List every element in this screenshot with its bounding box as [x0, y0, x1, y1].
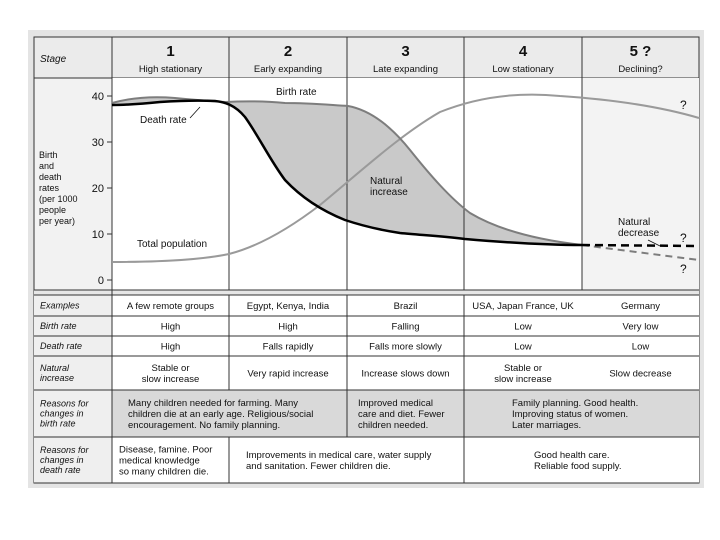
table-row — [112, 316, 699, 336]
y-tick-label: 20 — [92, 183, 104, 195]
natural-decrease-label: Natural decrease — [618, 217, 660, 239]
table-cell: High — [278, 321, 298, 332]
table-cell: Slow decrease — [609, 368, 671, 379]
death-rate-label: Death rate — [140, 115, 187, 126]
table-row-label-cell — [34, 336, 112, 356]
table-cell: Low — [632, 341, 650, 352]
question-mark-birth: ? — [680, 262, 687, 276]
row-label: Examples — [40, 301, 80, 311]
row-label: Reasons for changes in birth rate — [40, 399, 90, 429]
y-tick-label: 0 — [98, 275, 104, 287]
row-label: Reasons for changes in death rate — [40, 445, 90, 475]
reasons-birth-stage-4-5: Family planning. Good health. Improving s… — [512, 398, 638, 431]
stage-3-name: Late expanding — [373, 64, 438, 75]
table-cell: Increase slows down — [361, 368, 449, 379]
table-row-label-cell — [34, 390, 112, 437]
row-label: Death rate — [40, 341, 82, 351]
death-rate-line — [111, 99, 583, 247]
table-row-label-cell — [34, 295, 112, 316]
table-row — [112, 356, 699, 390]
reasons-birth-stage-1-2: Many children needed for farming. Many ch… — [128, 398, 313, 431]
birth-rate-line — [111, 96, 583, 246]
question-mark-death: ? — [680, 231, 687, 245]
table-row-label-cell — [34, 316, 112, 336]
table-cell: Falls more slowly — [369, 341, 442, 352]
birth-rate-label: Birth rate — [276, 87, 317, 98]
table-cell: High — [161, 321, 181, 332]
table-cell: Very low — [623, 321, 659, 332]
natural-increase-label: Natural increase — [370, 176, 408, 198]
table-row-label-cell — [34, 356, 112, 390]
stage-1-number: 1 — [166, 43, 174, 60]
row-label: Natural increase — [40, 363, 74, 383]
y-tick-label: 30 — [92, 137, 104, 149]
table-cell: USA, Japan France, UK — [472, 301, 574, 312]
stage-3-number: 3 — [401, 43, 409, 60]
table-row — [112, 437, 699, 483]
table-cell: Falls rapidly — [263, 341, 314, 352]
stage-4-number: 4 — [519, 43, 528, 60]
reasons-death-stage-2-3: Improvements in medical care, water supp… — [246, 450, 432, 472]
table-row — [112, 390, 699, 437]
stage-4-name: Low stationary — [492, 64, 554, 75]
reasons-birth-stage-3: Improved medical care and diet. Fewer chil… — [358, 398, 445, 431]
death-rate-projection — [581, 243, 700, 248]
table-cell: Stable or slow increase — [142, 363, 200, 385]
table-cell: High — [161, 341, 181, 352]
table-cell: Low — [514, 321, 532, 332]
stage-2-name: Early expanding — [254, 64, 322, 75]
table-row — [112, 336, 699, 356]
table-row — [112, 295, 699, 316]
graph: 40 30 20 10 0 Birth and death rates (per 100… — [39, 37, 700, 483]
stage-2-number: 2 — [284, 43, 292, 60]
stage-5-name: Declining? — [618, 64, 662, 75]
stage-header-row: Stage 1 High stationary 2 Early expanding 3 L… — [33, 36, 700, 79]
table-cell: Germany — [621, 301, 660, 312]
stage-1-name: High stationary — [139, 64, 203, 75]
table-cell: Brazil — [394, 301, 418, 312]
y-tick-label: 40 — [92, 91, 104, 103]
y-tick-label: 10 — [92, 229, 104, 241]
data-table: Examples A few remote groups Egypt, Kenya,… — [34, 289, 699, 484]
total-population-line — [111, 93, 700, 263]
stage-5-number: 5 ? — [630, 43, 652, 60]
y-axis-label: Birth and death rates (per 1000 people p… — [39, 150, 80, 226]
table-cell: A few remote groups — [127, 301, 214, 312]
stage-header-label: Stage — [40, 54, 67, 65]
table-cell: Stable or slow increase — [494, 363, 552, 385]
total-population-label: Total population — [137, 239, 207, 250]
table-cell: Falling — [392, 321, 420, 332]
table-cell: Low — [514, 341, 532, 352]
table-spacer — [34, 290, 699, 295]
reasons-death-stage-1: Disease, famine. Poor medical knowledge so… — [119, 444, 212, 477]
reasons-death-stage-4-5: Good health care. Reliable food supply. — [534, 450, 622, 472]
birth-rate-projection — [581, 244, 700, 261]
question-mark-population: ? — [680, 98, 687, 112]
y-axis-ticks: 40 30 20 10 0 — [92, 91, 112, 287]
table-row-label-cell — [34, 437, 112, 483]
row-label: Birth rate — [40, 321, 77, 331]
table-cell: Very rapid increase — [247, 368, 328, 379]
table-cell: Egypt, Kenya, India — [247, 301, 330, 312]
